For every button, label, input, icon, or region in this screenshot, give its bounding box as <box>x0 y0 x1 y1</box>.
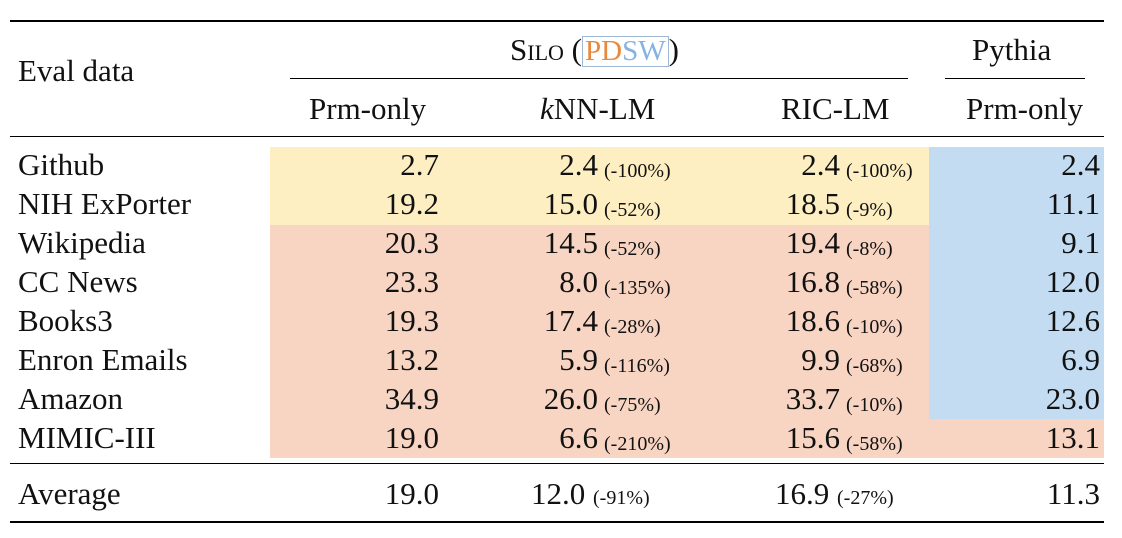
row-prm-value: 19.0 <box>384 420 439 455</box>
top-rule <box>10 20 1104 22</box>
silo-paren-open: ( <box>571 32 582 67</box>
silo-cmidrule <box>290 78 908 79</box>
row-prm-value: 23.3 <box>384 264 439 299</box>
silo-header: Silo (PDSW) <box>510 34 679 67</box>
row-ric-value: 15.6 <box>785 420 840 455</box>
row-ric-value: 19.4 <box>785 225 840 260</box>
row-prm-value: 19.2 <box>384 186 439 221</box>
bottom-rule <box>10 521 1104 523</box>
row-ric-pct: (-9%) <box>846 199 893 221</box>
header-rule <box>10 136 1104 137</box>
row-knn-value: 17.4 <box>543 303 598 338</box>
row-name: CC News <box>18 264 138 299</box>
average-ric: 16.9 (-27%) <box>775 478 894 509</box>
row-name: Wikipedia <box>18 225 146 260</box>
permissive-rows-bg <box>270 147 929 225</box>
row-pythia-value: 6.9 <box>1061 342 1100 377</box>
row-name: Books3 <box>18 303 113 338</box>
row-ric-pct: (-100%) <box>846 160 913 182</box>
row-pythia-value: 2.4 <box>1061 147 1100 182</box>
pythia-mimic-bg <box>929 419 1104 458</box>
row-knn-pct: (-75%) <box>604 394 661 416</box>
sw-label: SW <box>622 35 666 67</box>
row-pythia-value: 23.0 <box>1045 381 1100 416</box>
silo-name: Silo <box>510 32 564 67</box>
row-knn-pct: (-52%) <box>604 199 661 221</box>
row-knn-pct: (-28%) <box>604 316 661 338</box>
row-knn-value: 26.0 <box>543 381 598 416</box>
average-knn: 12.0 (-91%) <box>531 478 650 509</box>
col-header-ric-lm: RIC-LM <box>781 91 890 126</box>
nonpermissive-rows-bg <box>270 225 929 458</box>
row-prm-value: 13.2 <box>384 342 439 377</box>
knn-rest: NN-LM <box>553 91 656 126</box>
row-knn-pct: (-52%) <box>604 238 661 260</box>
row-pythia-value: 13.1 <box>1045 420 1100 455</box>
row-ric-value: 18.6 <box>785 303 840 338</box>
pythia-in-domain-bg <box>929 147 1104 419</box>
row-pythia-value: 12.0 <box>1045 264 1100 299</box>
row-name: NIH ExPorter <box>18 186 192 221</box>
row-knn-value: 2.4 <box>559 147 598 182</box>
col-header-pythia-prm-only: Prm-only <box>966 91 1084 126</box>
row-name: MIMIC-III <box>18 420 156 455</box>
silo-paren-close: ) <box>668 32 679 67</box>
eval-data-header: Eval data <box>18 53 135 88</box>
row-ric-pct: (-68%) <box>846 355 903 377</box>
row-prm-value: 34.9 <box>384 381 439 416</box>
row-pythia-value: 12.6 <box>1045 303 1100 338</box>
row-knn-pct: (-210%) <box>604 433 671 455</box>
row-ric-pct: (-10%) <box>846 394 903 416</box>
average-label: Average <box>18 476 121 511</box>
row-ric-pct: (-8%) <box>846 238 893 260</box>
row-ric-value: 16.8 <box>785 264 840 299</box>
row-prm-value: 19.3 <box>384 303 439 338</box>
row-prm-value: 2.7 <box>400 147 439 182</box>
average-knn-pct: (-91%) <box>593 487 650 509</box>
pd-label: PD <box>584 35 623 67</box>
average-pythia: 11.3 <box>1046 476 1100 511</box>
average-rule <box>10 463 1104 464</box>
row-ric-value: 33.7 <box>785 381 840 416</box>
row-knn-value: 14.5 <box>543 225 598 260</box>
col-header-prm-only: Prm-only <box>309 91 427 126</box>
pythia-header: Pythia <box>972 32 1052 67</box>
row-ric-value: 9.9 <box>801 342 840 377</box>
average-prm: 19.0 <box>384 476 439 511</box>
row-ric-pct: (-58%) <box>846 277 903 299</box>
row-name: Github <box>18 147 105 182</box>
pdsw-label: PDSW <box>581 35 669 67</box>
row-knn-value: 15.0 <box>543 186 598 221</box>
row-pythia-value: 11.1 <box>1046 186 1100 221</box>
col-header-knn-lm: kNN-LM <box>540 93 655 124</box>
row-pythia-value: 9.1 <box>1061 225 1100 260</box>
pythia-cmidrule <box>945 78 1085 79</box>
row-name: Enron Emails <box>18 342 188 377</box>
average-ric-pct: (-27%) <box>837 487 894 509</box>
row-ric-value: 2.4 <box>801 147 840 182</box>
row-prm-value: 20.3 <box>384 225 439 260</box>
row-name: Amazon <box>18 381 124 416</box>
row-ric-value: 18.5 <box>785 186 840 221</box>
row-knn-pct: (-100%) <box>604 160 671 182</box>
row-knn-value: 6.6 <box>559 420 598 455</box>
row-knn-value: 8.0 <box>559 264 598 299</box>
knn-k: k <box>540 91 554 126</box>
average-knn-value: 12.0 <box>531 476 586 511</box>
row-ric-pct: (-10%) <box>846 316 903 338</box>
row-knn-pct: (-135%) <box>604 277 671 299</box>
average-ric-value: 16.9 <box>775 476 830 511</box>
row-knn-value: 5.9 <box>559 342 598 377</box>
row-knn-pct: (-116%) <box>604 355 670 377</box>
row-ric-pct: (-58%) <box>846 433 903 455</box>
